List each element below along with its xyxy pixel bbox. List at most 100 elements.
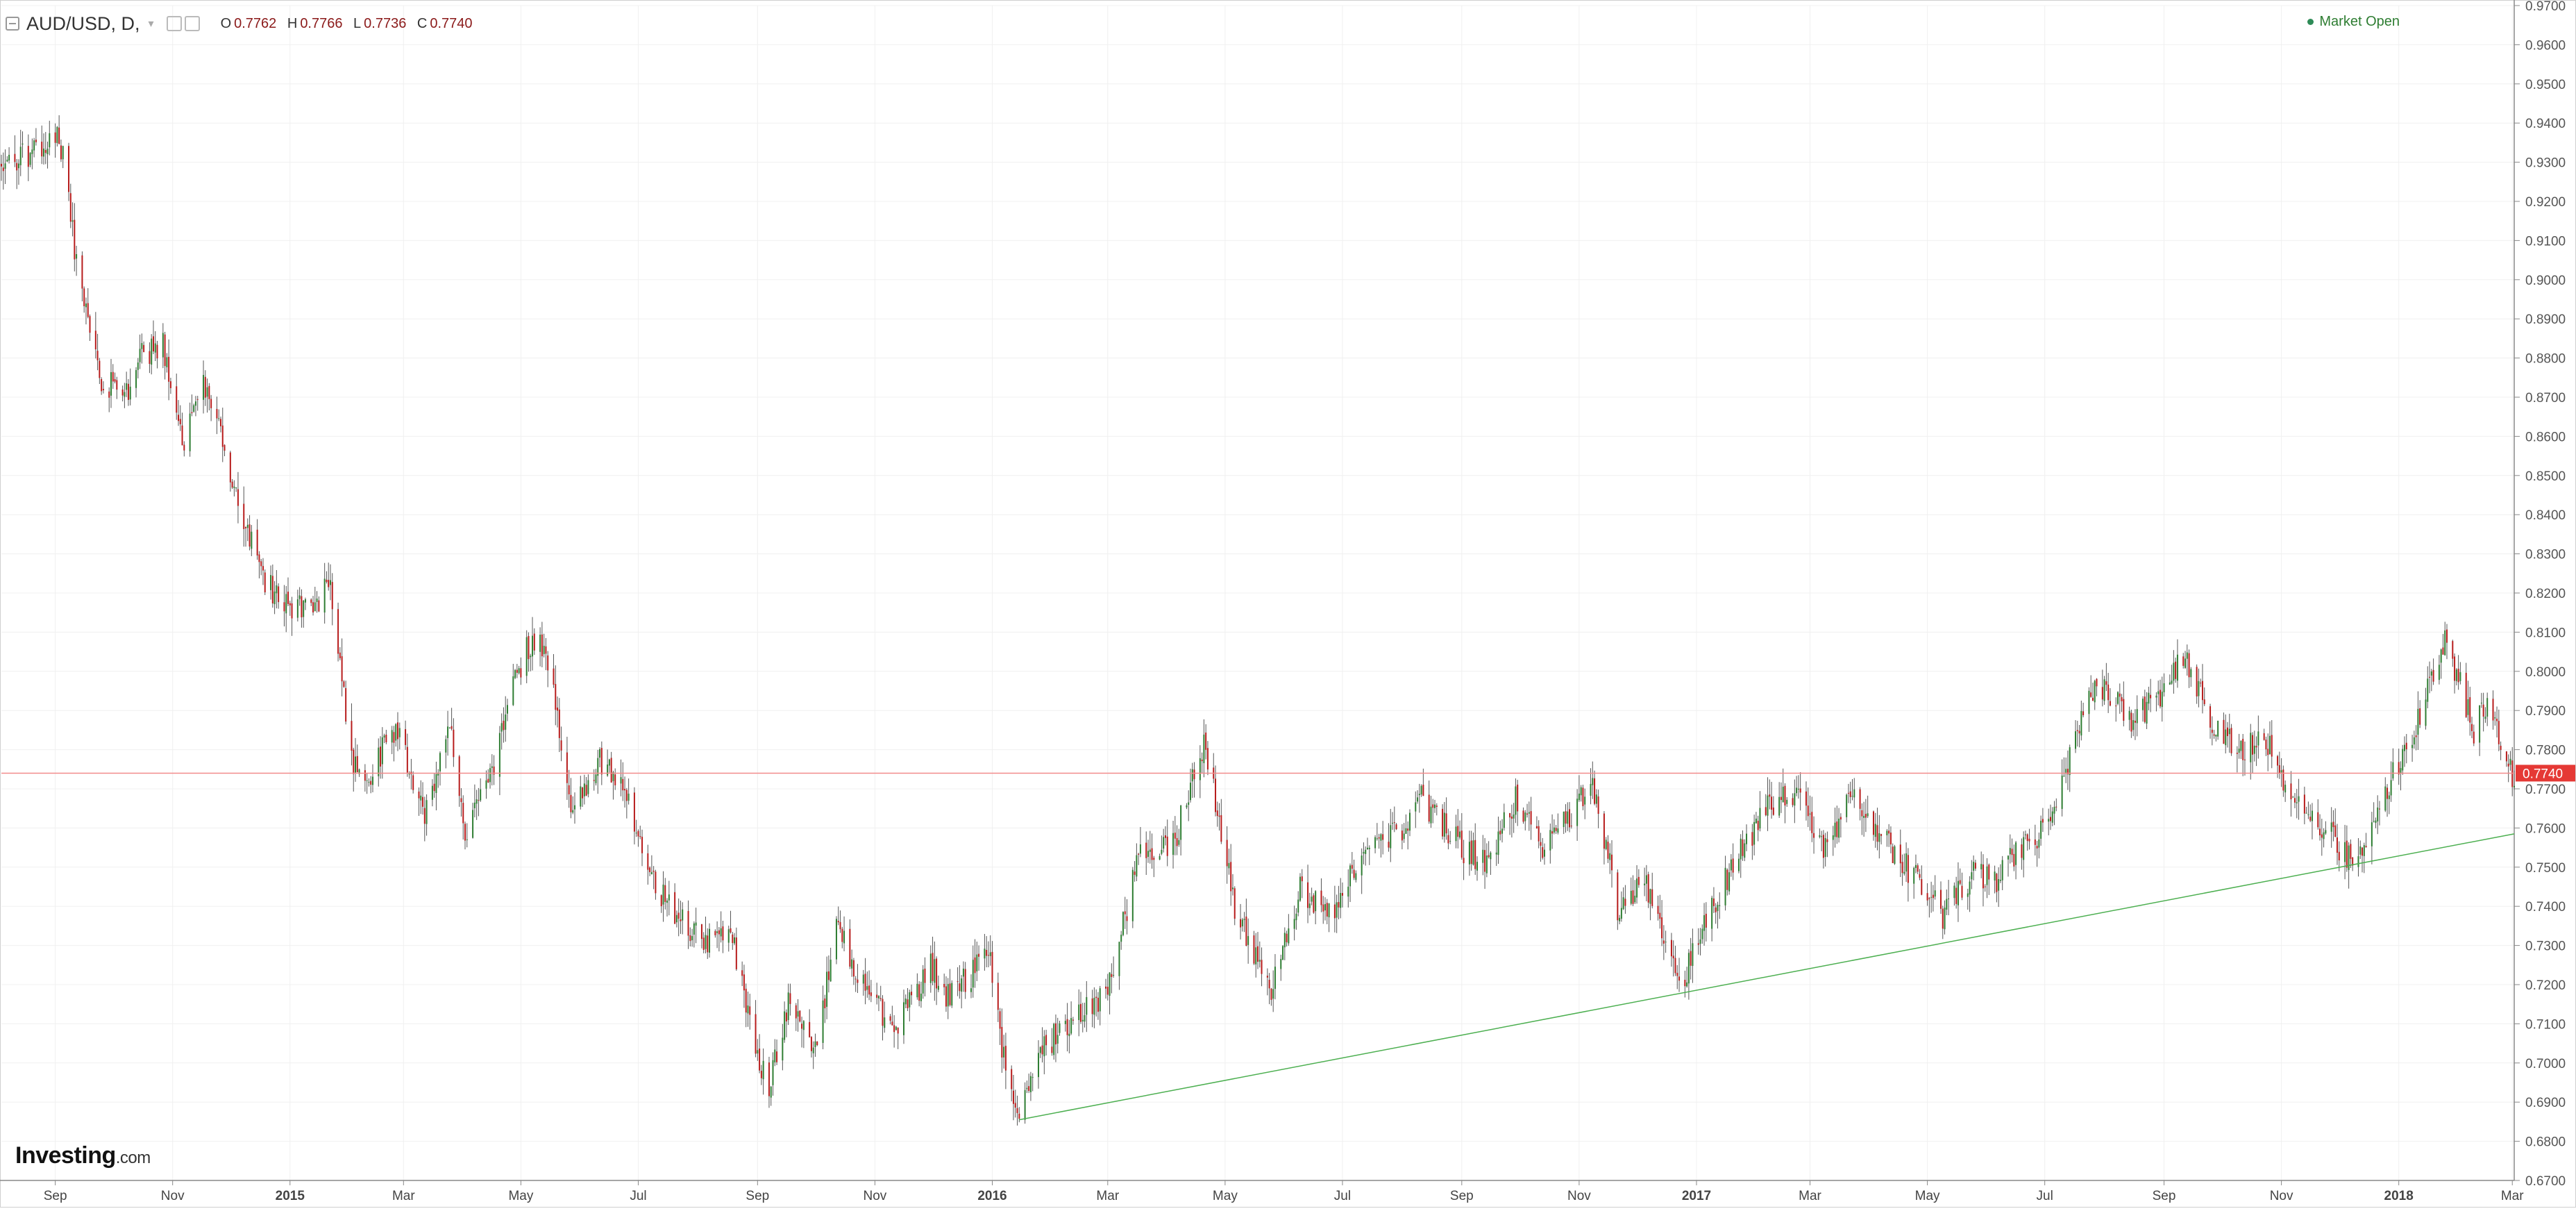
candle-down [732, 934, 734, 944]
candle-up [296, 599, 298, 618]
candle-down [1004, 1046, 1007, 1071]
candle-up [1084, 1014, 1086, 1022]
candle-up [420, 795, 422, 801]
candle-up [218, 418, 220, 419]
candle-up [1853, 789, 1855, 798]
candle-up [1753, 821, 1756, 845]
candle-down [364, 770, 366, 781]
candle-down [2090, 692, 2092, 697]
candle-down [2078, 730, 2080, 734]
candle-down [1659, 912, 1661, 919]
candle-down [1565, 811, 1567, 824]
candle-down [143, 344, 145, 353]
candle-down [1470, 840, 1472, 865]
candle-up [1283, 933, 1286, 948]
candle-down [2036, 846, 2038, 849]
candle-down [897, 1028, 899, 1034]
candle-up [662, 884, 664, 905]
low-key: L [353, 15, 362, 31]
candle-up [1282, 946, 1284, 960]
candle-down [2309, 817, 2312, 821]
candle-up [1231, 887, 1234, 890]
candle-down [116, 380, 118, 390]
candle-up [1557, 828, 1559, 833]
candle-down [41, 142, 43, 157]
x-tick-label: Mar [2501, 1189, 2524, 1203]
candle-down [2415, 735, 2417, 737]
candle-up [2161, 692, 2163, 708]
candle-up [1701, 928, 1703, 939]
support-trendline [1019, 833, 2515, 1121]
y-tick-label: 0.7500 [2525, 861, 2566, 876]
candle-up [1786, 799, 1788, 804]
candle-up [49, 133, 51, 148]
candle-up [1403, 833, 1405, 840]
candle-up [2344, 842, 2346, 862]
candle-down [1138, 853, 1140, 855]
candle-up [1634, 895, 1636, 903]
candle-up [1163, 837, 1165, 849]
candle-up [1139, 844, 1141, 854]
candle-up [2494, 717, 2496, 719]
candle-down [1530, 811, 1532, 825]
candle-up [206, 387, 208, 397]
candle-up [500, 723, 503, 732]
candle-down [932, 953, 934, 981]
candle-up [33, 140, 35, 151]
investing-logo[interactable]: Investing.com [15, 1142, 151, 1169]
candle-up [2146, 701, 2148, 724]
candle-up [485, 780, 487, 789]
collapse-legend-button[interactable] [6, 17, 19, 31]
candle-up [1946, 899, 1948, 910]
candle-down [231, 481, 233, 488]
candle-down [1932, 894, 1934, 899]
candle-down [1757, 821, 1759, 830]
candle-down [74, 219, 76, 260]
candle-down [999, 1011, 1001, 1029]
candle-down [1661, 917, 1663, 939]
candle-down [852, 960, 855, 977]
candle-down [879, 998, 882, 999]
candle-up [989, 952, 991, 956]
candle-down [2066, 769, 2069, 775]
candle-up [2425, 699, 2427, 726]
candle-up [2357, 856, 2359, 867]
candle-down [503, 720, 505, 730]
candle-up [1374, 837, 1377, 849]
candle-up [2142, 699, 2144, 710]
hide-icon[interactable] [184, 16, 200, 31]
candle-down [1899, 844, 1901, 864]
candle-up [1122, 912, 1124, 935]
settings-icon[interactable] [166, 16, 182, 31]
candle-down [1320, 890, 1322, 905]
candle-up [2250, 733, 2252, 762]
candle-up [1272, 989, 1274, 999]
candle-down [889, 1016, 891, 1021]
candle-down [2130, 712, 2132, 732]
candle-up [2484, 717, 2486, 719]
candle-down [1051, 1046, 1053, 1053]
candle-up [518, 668, 520, 674]
candle-down [418, 791, 420, 799]
symbol-label[interactable]: AUD/USD, D, [26, 12, 140, 34]
candle-up [822, 1000, 824, 1043]
candle-up [1363, 851, 1365, 854]
high-value: 0.7766 [300, 15, 343, 31]
candle-down [2303, 794, 2305, 814]
candle-up [2514, 785, 2515, 787]
candle-up [727, 929, 730, 943]
candle-down [1672, 955, 1674, 959]
candle-up [1468, 842, 1470, 865]
candle-down [94, 331, 96, 350]
y-tick-label: 0.9300 [2525, 156, 2566, 171]
candle-up [1903, 871, 1905, 874]
candle-up [358, 769, 360, 774]
candle-down [318, 600, 320, 612]
candle-up [2280, 770, 2282, 773]
candle-down [918, 984, 920, 1001]
candle-down [102, 389, 104, 391]
chevron-down-icon[interactable]: ▾ [148, 18, 154, 30]
candle-down [760, 1071, 762, 1078]
candle-down [1145, 842, 1147, 858]
